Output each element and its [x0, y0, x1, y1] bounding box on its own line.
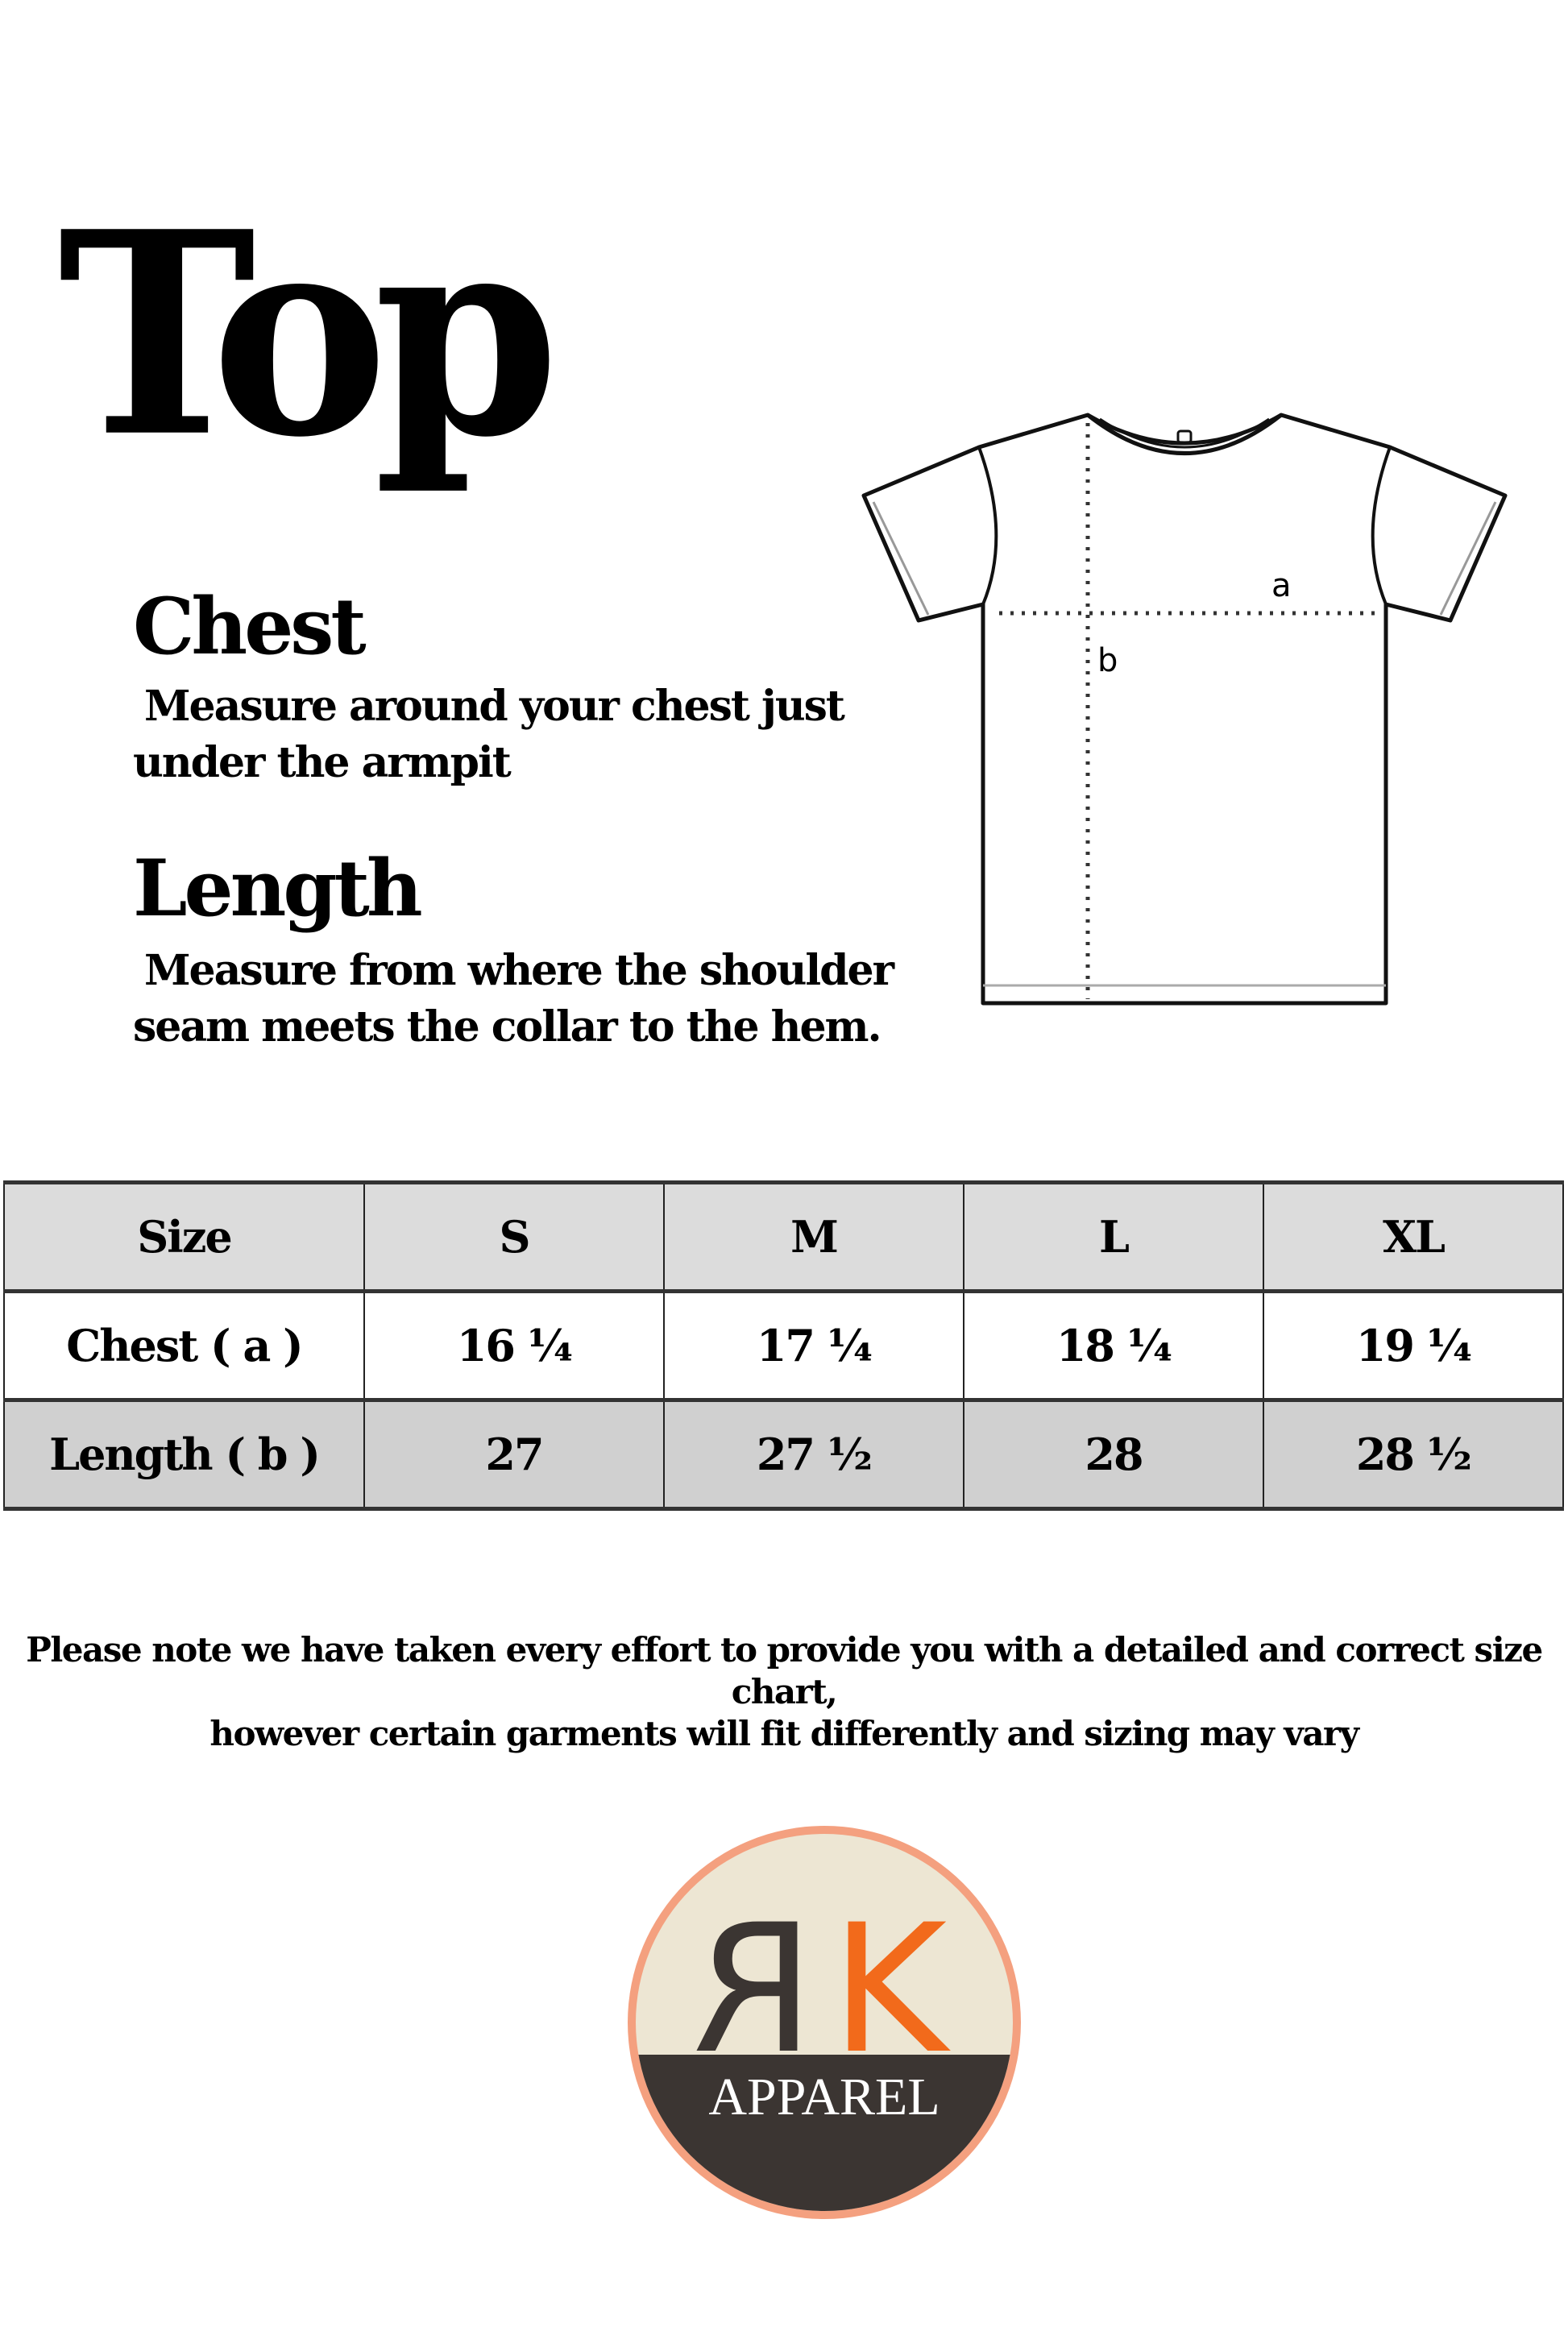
chest-description-line1: Measure around your chest just	[144, 682, 845, 731]
header-cell: Size	[3, 1181, 365, 1293]
table-row: Length ( b ) 27 27 ½ 28 28 ½	[3, 1398, 1564, 1510]
table-header-row: Size S M L XL	[3, 1181, 1564, 1293]
length-description-line2: seam meets the collar to the hem.	[133, 1002, 882, 1052]
row-label: Chest ( a )	[3, 1290, 365, 1401]
logo-text: APPAREL	[708, 2068, 940, 2126]
page-title: Top	[58, 170, 560, 499]
length-description: Measure from where the shoulder seam mee…	[133, 943, 894, 1056]
logo-letter-k: K	[831, 1886, 951, 2093]
rk-apparel-logo: R K APPAREL	[628, 1826, 1021, 2219]
logo-letter-r: R	[691, 1886, 815, 2093]
table-cell: 16 ¼	[363, 1290, 665, 1401]
header-cell: S	[363, 1181, 665, 1293]
table-cell: 27 ½	[663, 1398, 964, 1510]
chest-description: Measure around your chest just under the…	[133, 678, 845, 791]
sizing-note-line1: Please note we have taken every effort t…	[26, 1630, 1543, 1711]
table-cell: 27	[363, 1398, 665, 1510]
table-cell: 28	[963, 1398, 1264, 1510]
table-cell: 28 ½	[1263, 1398, 1564, 1510]
chest-description-line2: under the armpit	[133, 738, 512, 787]
sizing-note-line2: however certain garments will fit differ…	[209, 1714, 1359, 1753]
sizing-note: Please note we have taken every effort t…	[0, 1629, 1568, 1755]
length-description-line1: Measure from where the shoulder	[144, 946, 894, 995]
header-cell: M	[663, 1181, 964, 1293]
length-heading: Length	[133, 843, 423, 934]
table-cell: 17 ¼	[663, 1290, 964, 1401]
tshirt-outline	[861, 413, 1508, 1006]
table-cell: 18 ¼	[963, 1290, 1264, 1401]
tshirt-diagram: a b	[861, 413, 1508, 1006]
size-table: Size S M L XL Chest ( a ) 16 ¼ 17 ¼ 18 ¼…	[3, 1180, 1564, 1511]
table-cell: 19 ¼	[1263, 1290, 1564, 1401]
chest-heading: Chest	[133, 581, 367, 672]
label-b: b	[1097, 642, 1118, 679]
row-label: Length ( b )	[3, 1398, 365, 1510]
label-a: a	[1271, 567, 1292, 604]
header-cell: XL	[1263, 1181, 1564, 1293]
table-row: Chest ( a ) 16 ¼ 17 ¼ 18 ¼ 19 ¼	[3, 1290, 1564, 1401]
header-cell: L	[963, 1181, 1264, 1293]
